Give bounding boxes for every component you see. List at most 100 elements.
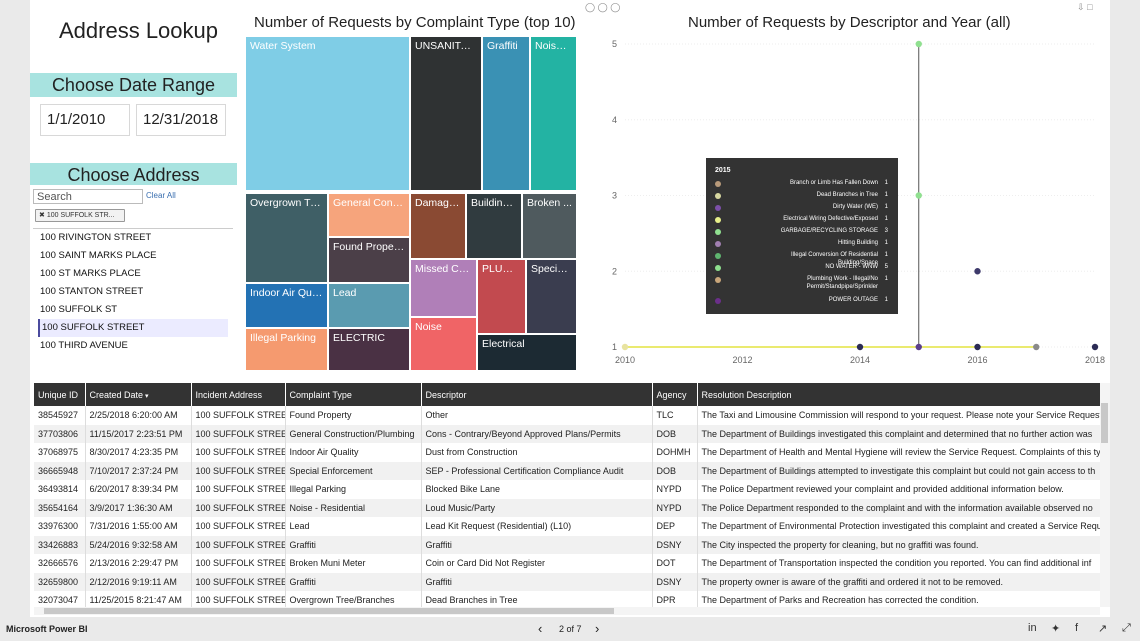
treemap-tile[interactable]: Indoor Air Qua... (245, 283, 328, 328)
share-icon[interactable]: ↗ (1098, 623, 1108, 635)
download-icon: ⇩ (1077, 2, 1085, 12)
table-cell: NYPD (652, 480, 698, 499)
table-row[interactable]: 36665948 7/10/2017 2:37:24 PM 100 SUFFOLK … (34, 461, 1101, 480)
table-row[interactable]: 33426883 5/24/2016 9:32:58 AM 100 SUFFOLK … (34, 535, 1101, 554)
tooltip-label: Electrical Wiring Defective/Exposed (783, 216, 878, 222)
address-list-item[interactable]: 100 SAINT MARKS PLACE (40, 250, 157, 261)
treemap-tile[interactable]: Illegal Parking (245, 328, 328, 371)
table-row[interactable]: 33976300 7/31/2016 1:55:00 AM 100 SUFFOLK … (34, 517, 1101, 536)
table-row[interactable]: 32073047 11/25/2015 8:21:47 AM 100 SUFFOLK… (34, 591, 1101, 607)
next-page-button[interactable]: › (595, 621, 600, 636)
column-header[interactable]: Incident Address (191, 383, 286, 406)
treemap-tile[interactable]: Graffiti (482, 36, 530, 191)
clear-all-link[interactable]: Clear All (146, 191, 176, 200)
horizontal-scroll-thumb[interactable] (44, 608, 614, 614)
treemap-tile[interactable]: Special... (526, 259, 577, 334)
vertical-scrollbar[interactable] (1100, 383, 1110, 607)
table-cell: DOHMH (652, 443, 698, 462)
legend-dot (715, 205, 721, 211)
treemap-tile[interactable]: Noise (410, 317, 477, 371)
treemap-tile[interactable]: Missed Col... (410, 259, 477, 317)
column-header[interactable]: Agency (652, 383, 698, 406)
tooltip-row: Dirty Water (WE) 1 (706, 203, 896, 215)
column-header[interactable]: Resolution Description (697, 383, 1101, 406)
data-point (974, 343, 981, 351)
horizontal-scrollbar[interactable] (34, 607, 1100, 615)
end-date-input[interactable]: 12/31/2018 (136, 104, 226, 136)
address-list-item[interactable]: 100 STANTON STREET (40, 286, 144, 297)
table-cell: DEP (652, 517, 698, 536)
previous-page-button[interactable]: ‹ (538, 621, 543, 636)
data-point (621, 343, 629, 351)
treemap-tile[interactable]: Noise ... (530, 36, 577, 191)
table-cell: Graffiti (421, 535, 653, 554)
treemap-tile[interactable]: PLUMB... (477, 259, 526, 334)
tooltip-label: Dirty Water (WE) (832, 204, 878, 210)
table-row[interactable]: 37068975 8/30/2017 4:23:35 PM 100 SUFFOLK … (34, 443, 1101, 462)
treemap-tile[interactable]: Broken ... (522, 193, 577, 259)
treemap-tile[interactable]: ELECTRIC (328, 328, 410, 371)
complaint-type-treemap[interactable]: Water System UNSANITAR... Graffiti Noise ..… (245, 36, 577, 371)
close-icon[interactable]: ✖ (39, 212, 45, 219)
selected-address-chip[interactable]: ✖ 100 SUFFOLK STR... (35, 209, 125, 222)
table-row[interactable]: 36493814 6/20/2017 8:39:34 PM 100 SUFFOLK … (34, 480, 1101, 499)
tooltip-value: 1 (884, 297, 888, 303)
table-cell: SEP - Professional Certification Complia… (421, 461, 653, 480)
y-tick-label: 5 (612, 39, 617, 49)
column-header[interactable]: Descriptor (421, 383, 653, 406)
table-cell: Illegal Parking (285, 480, 422, 499)
address-list-item[interactable]: 100 SUFFOLK STREET (38, 319, 228, 337)
address-list-item[interactable]: 100 RIVINGTON STREET (40, 232, 152, 243)
column-header[interactable]: Created Date ▾ (85, 383, 192, 406)
table-cell: 100 SUFFOLK STREET (191, 554, 286, 573)
treemap-tile[interactable]: Found Property (328, 237, 410, 283)
tooltip-row: Dead Branches in Tree 1 (706, 191, 896, 203)
column-header[interactable]: Complaint Type (285, 383, 422, 406)
facebook-icon[interactable]: f (1075, 622, 1079, 634)
table-row[interactable]: 37703806 11/15/2017 2:23:51 PM 100 SUFFOLK… (34, 424, 1101, 443)
table-cell: 37068975 (34, 443, 86, 462)
treemap-tile[interactable]: UNSANITAR... (410, 36, 482, 191)
treemap-tile[interactable]: Water System (245, 36, 410, 191)
table-row[interactable]: 32666576 2/13/2016 2:29:47 PM 100 SUFFOLK … (34, 554, 1101, 573)
treemap-tile[interactable]: Lead (328, 283, 410, 328)
treemap-title: Number of Requests by Complaint Type (to… (254, 14, 576, 31)
tooltip-value: 1 (884, 204, 888, 210)
linkedin-icon[interactable]: in (1028, 622, 1037, 634)
data-point (915, 40, 922, 48)
column-header[interactable]: Unique ID (34, 383, 86, 406)
descriptor-year-chart[interactable]: 1 2 3 4 5 2010 2012 2014 2016 2018 (585, 32, 1110, 367)
table-cell: Special Enforcement (285, 461, 422, 480)
sort-desc-icon[interactable]: ▾ (143, 392, 149, 400)
table-row[interactable]: 35654164 3/9/2017 1:36:30 AM 100 SUFFOLK S… (34, 498, 1101, 517)
address-search-input[interactable]: Search (33, 189, 143, 204)
table-row[interactable]: 38545927 2/25/2018 6:20:00 AM 100 SUFFOLK … (34, 406, 1101, 425)
y-tick-label: 1 (612, 342, 617, 352)
table-row[interactable]: 32659800 2/12/2016 9:19:11 AM 100 SUFFOLK … (34, 572, 1101, 591)
treemap-tile[interactable]: Damage... (410, 193, 466, 259)
address-list-item[interactable]: 100 ST MARKS PLACE (40, 268, 141, 279)
visual-options-icons[interactable]: ⇩ □ (1077, 2, 1093, 13)
treemap-tile[interactable]: General Constr... (328, 193, 410, 237)
start-date-input[interactable]: 1/1/2010 (40, 104, 130, 136)
address-list-item[interactable]: 100 SUFFOLK ST (40, 304, 118, 315)
visual-header-icons[interactable]: ◯ ◯ ◯ (585, 2, 620, 13)
table-cell: General Construction/Plumbing (285, 424, 422, 443)
table-cell: NYPD (652, 498, 698, 517)
tooltip-label: Plumbing Work - Illegal/No Permit/Standp… (806, 276, 878, 290)
treemap-tile[interactable]: Building... (466, 193, 522, 259)
x-tick-label: 2012 (732, 355, 752, 365)
address-list-item[interactable]: 100 THIRD AVENUE (40, 340, 128, 349)
data-point (915, 343, 922, 351)
data-point (856, 343, 864, 351)
treemap-tile[interactable]: Electrical (477, 334, 577, 371)
vertical-scroll-thumb[interactable] (1101, 403, 1108, 443)
scatter-title: Number of Requests by Descriptor and Yea… (688, 14, 1011, 31)
table-cell: 37703806 (34, 424, 86, 443)
treemap-tile[interactable]: Overgrown Tre... (245, 193, 328, 283)
fullscreen-icon[interactable]: ⤢ (1122, 622, 1131, 634)
table-cell: DSNY (652, 572, 698, 591)
table-cell: 38545927 (34, 406, 86, 425)
twitter-icon[interactable]: ✦ (1051, 623, 1061, 635)
legend-dot (715, 265, 721, 271)
